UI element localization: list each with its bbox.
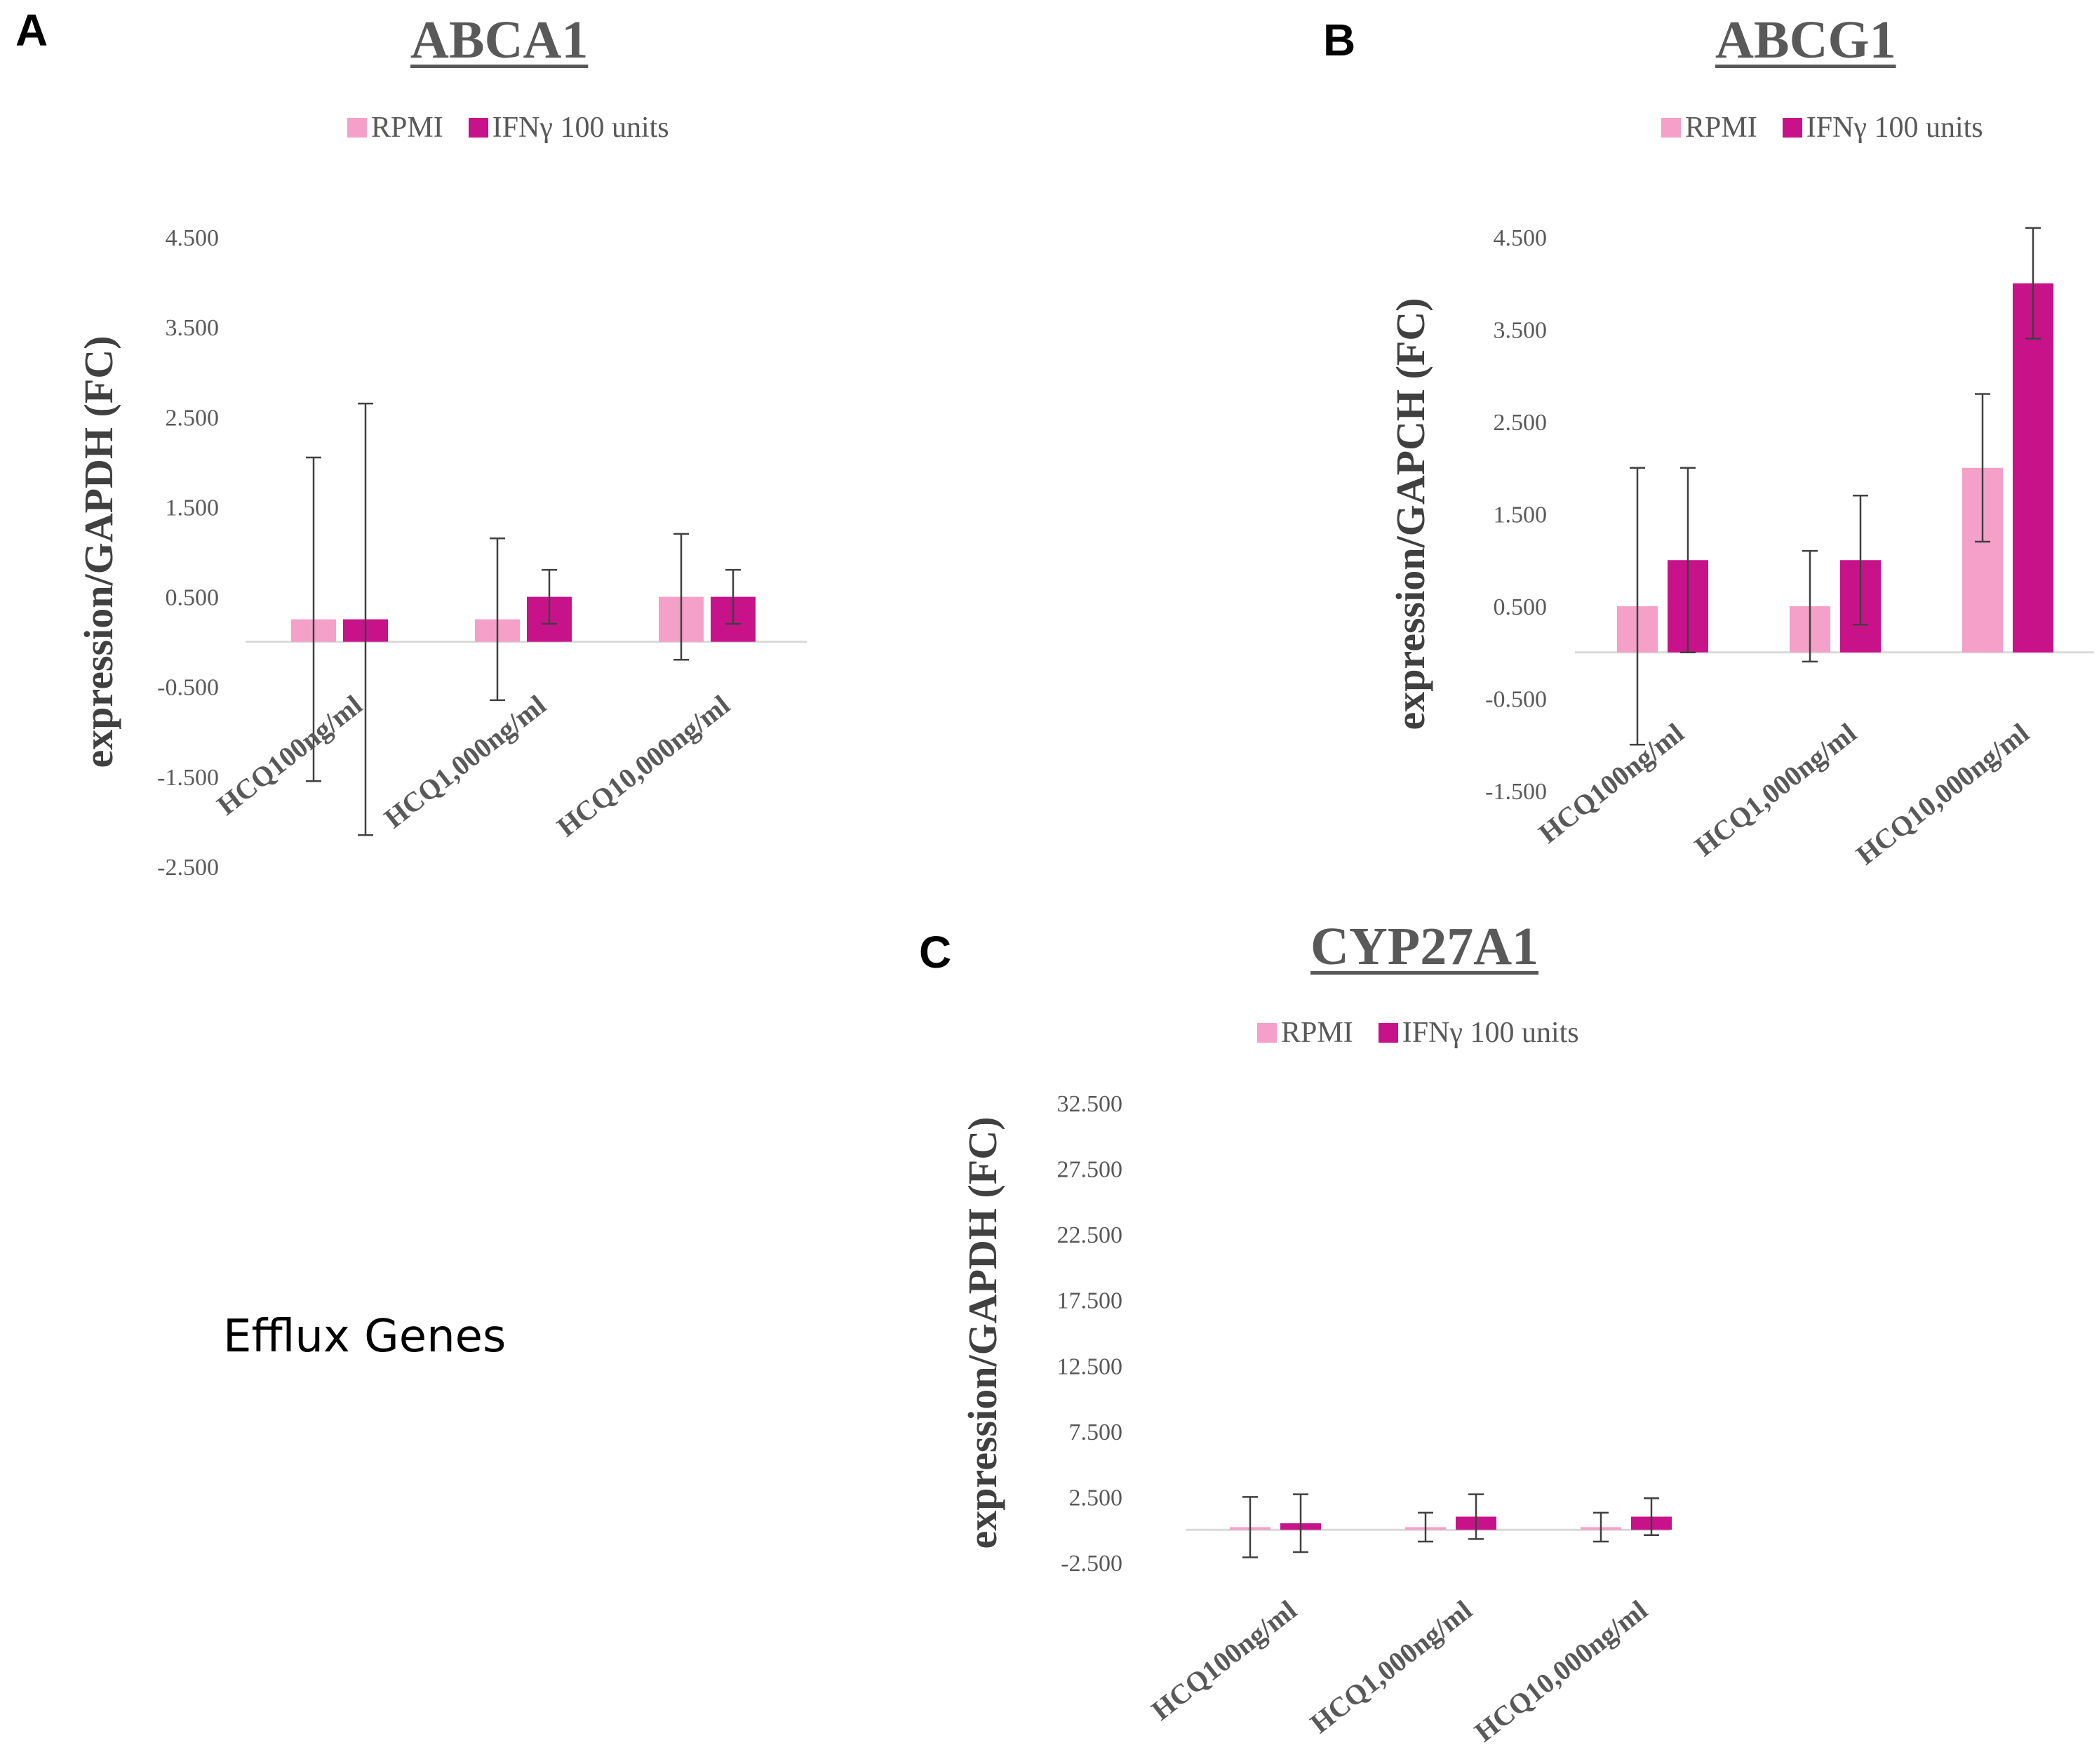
legend-swatch-rpmi — [1661, 118, 1681, 138]
bar-ifn — [2013, 283, 2053, 653]
chart-title-abcg1: ABCG1 — [1715, 11, 1896, 69]
bar-rpmi — [1962, 467, 2003, 653]
y-tick-label: 2.500 — [1069, 1485, 1123, 1511]
bar-rpmi — [1617, 606, 1658, 653]
y-tick-label: 0.500 — [166, 585, 220, 611]
x-category-label: HCQ100ng/ml — [1533, 717, 1690, 850]
x-category-label: HCQ1,000ng/ml — [378, 689, 551, 834]
y-tick-label: 4.500 — [1494, 225, 1548, 251]
bar-rpmi — [1405, 1527, 1446, 1530]
legend-item-rpmi: RPMI — [347, 111, 443, 145]
y-tick-label: 32.500 — [1057, 1091, 1123, 1117]
x-category-label: HCQ10,000ng/ml — [1850, 717, 2034, 871]
y-tick-label: -0.500 — [1485, 687, 1547, 713]
bar-rpmi — [1581, 1527, 1621, 1530]
legend-item-ifn: IFNγ 100 units — [1782, 111, 1983, 145]
chart-title-cyp27a1: CYP27A1 — [1310, 917, 1539, 976]
y-tick-label: 1.500 — [166, 495, 220, 521]
y-axis-title: expression/GAPDH (FC) — [76, 336, 121, 768]
bar-ifn — [1840, 560, 1881, 653]
legend-item-rpmi: RPMI — [1257, 1016, 1353, 1050]
x-category-label: HCQ10,000ng/ml — [1468, 1594, 1653, 1748]
y-tick-label: 7.500 — [1069, 1419, 1123, 1445]
legend-label-rpmi: RPMI — [371, 112, 443, 144]
y-tick-label: -0.500 — [157, 675, 219, 701]
y-tick-label: 22.500 — [1057, 1222, 1123, 1248]
y-tick-label: -2.500 — [157, 855, 219, 881]
bar-ifn — [1280, 1523, 1321, 1530]
legend-item-ifn: IFNγ 100 units — [1378, 1016, 1579, 1050]
legend-item-ifn: IFNγ 100 units — [468, 111, 669, 145]
y-tick-label: 3.500 — [166, 315, 220, 341]
y-tick-label: 27.500 — [1057, 1157, 1123, 1183]
bar-ifn — [1668, 560, 1708, 653]
y-tick-label: -1.500 — [1485, 779, 1547, 805]
x-category-label: HCQ1,000ng/ml — [1689, 717, 1862, 862]
legend-swatch-ifn — [1378, 1023, 1398, 1043]
x-category-label: HCQ100ng/ml — [211, 689, 368, 822]
bar-ifn — [1456, 1516, 1496, 1530]
y-tick-label: 1.500 — [1494, 502, 1548, 528]
legend-label-rpmi: RPMI — [1281, 1017, 1353, 1049]
legend-swatch-ifn — [1782, 118, 1802, 138]
x-category-label: HCQ100ng/ml — [1146, 1594, 1303, 1727]
legend-label-ifn: IFNγ 100 units — [492, 112, 669, 144]
bar-rpmi — [1230, 1527, 1270, 1530]
y-tick-label: -1.500 — [157, 765, 219, 791]
legend-c: RPMI IFNγ 100 units — [1257, 1016, 1579, 1050]
panel-letter-a: A — [15, 5, 48, 55]
y-tick-label: 4.500 — [166, 225, 220, 251]
legend-item-rpmi: RPMI — [1661, 111, 1757, 145]
y-tick-label: 2.500 — [1494, 410, 1548, 436]
y-axis-title: expression/GAPCH (FC) — [1388, 298, 1433, 730]
efflux-genes-label: Efflux Genes — [223, 1311, 507, 1363]
panel-a: A ABCA1 RPMI IFNγ 100 units 4.500 3.500 2.… — [0, 0, 912, 912]
y-axis-title: expression/GAPDH (FC) — [960, 1117, 1005, 1549]
y-tick-label: 3.500 — [1494, 318, 1548, 344]
legend-b: RPMI IFNγ 100 units — [1661, 111, 1983, 145]
panel-letter-b: B — [1323, 15, 1356, 65]
chart-title-abca1: ABCA1 — [410, 11, 589, 69]
panel-letter-c: C — [919, 927, 952, 977]
legend-swatch-ifn — [468, 118, 488, 138]
y-tick-label: 0.500 — [1494, 594, 1548, 620]
bar-rpmi — [1790, 606, 1830, 653]
legend-label-ifn: IFNγ 100 units — [1806, 112, 1983, 144]
x-category-label: HCQ10,000ng/ml — [551, 689, 735, 843]
legend-a: RPMI IFNγ 100 units — [347, 111, 669, 145]
bar-ifn — [1631, 1516, 1672, 1530]
legend-swatch-rpmi — [347, 118, 367, 138]
chart-abca1: 4.500 3.500 2.500 1.500 0.500 -0.500 -1.500 -2.… — [76, 225, 807, 881]
y-tick-label: 2.500 — [166, 405, 220, 431]
y-tick-label: 12.500 — [1057, 1354, 1123, 1379]
y-tick-label: -2.500 — [1061, 1551, 1122, 1577]
legend-label-rpmi: RPMI — [1685, 112, 1757, 144]
legend-label-ifn: IFNγ 100 units — [1402, 1017, 1579, 1049]
legend-swatch-rpmi — [1257, 1023, 1277, 1043]
y-tick-label: 17.500 — [1057, 1288, 1123, 1314]
x-category-label: HCQ1,000ng/ml — [1304, 1594, 1477, 1739]
